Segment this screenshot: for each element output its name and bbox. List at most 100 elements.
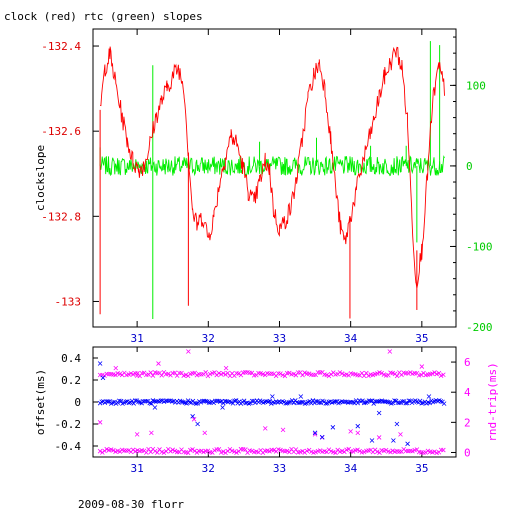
roundtrip-outlier (202, 430, 208, 436)
roundtrip-point (146, 446, 151, 452)
roundtrip-point (361, 373, 367, 379)
roundtrip-point (295, 370, 301, 375)
bottom-y-axis: 0.4 0.2 0 -0.2 -0.4 (55, 352, 98, 453)
offset-point (299, 399, 305, 405)
roundtrip-point (355, 447, 360, 453)
top-x-axis: 31 32 33 34 35 (131, 29, 428, 345)
roundtrip-point (133, 449, 138, 454)
bottom-x-tick-label: 31 (131, 462, 144, 475)
roundtrip-point (337, 370, 343, 375)
roundtrip-point (130, 447, 136, 453)
offset-point (222, 398, 228, 404)
offset-point (267, 398, 273, 404)
offset-outlier (100, 375, 106, 381)
top-y-tick-label: -132.8 (41, 210, 81, 223)
rtc-series-line (99, 155, 445, 177)
roundtrip-outlier (419, 364, 425, 369)
roundtrip-point (293, 447, 299, 452)
roundtrip-point (432, 449, 437, 454)
bottom-y-axis-label: offset(ms) (34, 369, 47, 435)
roundtrip-point (203, 370, 209, 375)
roundtrip-point (194, 450, 200, 455)
offset-outlier (270, 394, 275, 399)
bottom-series-group (97, 349, 447, 456)
roundtrip-point (441, 372, 446, 378)
offset-point (441, 401, 447, 406)
offset-outlier (369, 438, 375, 443)
roundtrip-point (170, 447, 176, 453)
top-x-tick-label: 31 (131, 332, 144, 345)
offset-point (193, 401, 199, 406)
top-x-tick-label: 34 (344, 332, 358, 345)
offset-point (427, 400, 433, 406)
roundtrip-point (232, 449, 237, 454)
offset-point (149, 401, 154, 406)
bottom-y2-tick-label: 0 (464, 446, 471, 459)
roundtrip-point (249, 448, 255, 454)
offset-point (371, 401, 377, 406)
offset-point (158, 398, 164, 403)
offset-point (392, 398, 397, 403)
roundtrip-point (267, 449, 272, 454)
roundtrip-point (199, 448, 204, 454)
roundtrip-point (236, 371, 242, 376)
roundtrip-point (379, 370, 385, 376)
top-y-tick-label: -132.6 (41, 125, 81, 138)
roundtrip-point (130, 372, 136, 377)
offset-point (118, 398, 124, 404)
roundtrip-point (287, 370, 292, 376)
offset-point (302, 401, 308, 406)
offset-outlier (394, 421, 400, 427)
roundtrip-point (128, 371, 134, 376)
roundtrip-point (306, 371, 312, 376)
bottom-y2-tick-label: 4 (464, 386, 471, 399)
offset-outlier (391, 438, 396, 443)
roundtrip-point (126, 448, 132, 453)
offset-point (376, 399, 381, 404)
offset-point (400, 399, 405, 404)
offset-point (360, 398, 365, 403)
roundtrip-outlier (134, 432, 140, 437)
roundtrip-point (366, 373, 371, 379)
top-chart-title: clock (red) rtc (green) slopes (4, 10, 203, 23)
offset-outlier (190, 414, 195, 419)
offset-point (406, 398, 412, 403)
roundtrip-point (183, 372, 189, 378)
roundtrip-point (177, 370, 182, 376)
top-y2-axis: 100 0 -100 -200 (450, 36, 493, 334)
roundtrip-point (282, 373, 288, 379)
offset-point (283, 401, 289, 406)
bottom-x-axis: 31 32 33 34 35 (131, 347, 428, 475)
roundtrip-point (166, 371, 171, 377)
offset-point (385, 399, 391, 405)
bottom-y-tick-label: 0.4 (61, 352, 81, 365)
offset-outlier (405, 441, 410, 447)
top-series-group (99, 41, 445, 319)
bottom-y-tick-label: 0 (74, 396, 81, 409)
bottom-y2-axis: 0 2 4 6 (451, 356, 471, 459)
bottom-x-tick-label: 33 (273, 462, 286, 475)
offset-outlier (97, 361, 103, 366)
offset-point (123, 399, 129, 405)
roundtrip-point (148, 370, 154, 375)
roundtrip-point (361, 449, 367, 455)
offset-outlier (312, 430, 318, 436)
roundtrip-point (284, 448, 290, 454)
roundtrip-outlier (191, 417, 197, 422)
offset-point (187, 400, 193, 405)
roundtrip-point (155, 450, 160, 455)
offset-point (241, 398, 247, 404)
roundtrip-point (97, 448, 103, 454)
bottom-x-tick-label: 34 (344, 462, 358, 475)
offset-point (349, 399, 354, 405)
offset-point (390, 400, 396, 406)
roundtrip-point (161, 450, 167, 456)
roundtrip-point (159, 373, 165, 378)
roundtrip-point (300, 448, 305, 454)
roundtrip-point (205, 448, 211, 454)
top-x-tick-label: 32 (202, 332, 215, 345)
roundtrip-point (113, 372, 118, 378)
offset-point (317, 400, 322, 406)
offset-point (179, 399, 185, 404)
roundtrip-point (223, 372, 228, 377)
